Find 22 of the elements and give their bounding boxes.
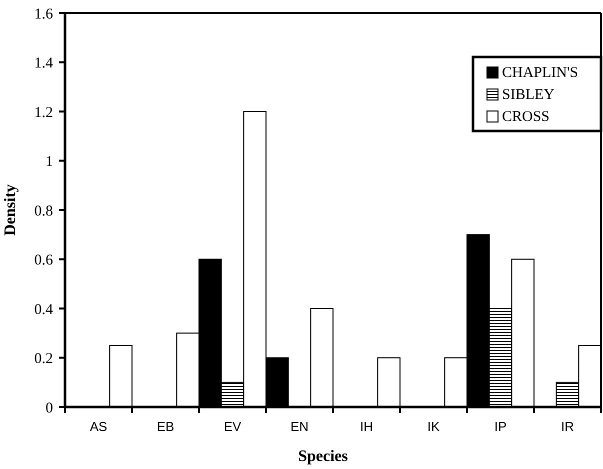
x-tick-label: EN [290, 419, 309, 434]
legend-label: SIBLEY [502, 87, 555, 103]
y-tick-label: 1.6 [34, 6, 54, 22]
y-tick-label: 1.4 [34, 56, 54, 72]
y-tick-label: 0 [46, 400, 53, 416]
y-tick-label: 0.6 [34, 252, 54, 268]
x-tick-label: EB [156, 419, 174, 434]
y-tick-label: 0.4 [34, 302, 54, 318]
y-tick-label: 1 [46, 154, 53, 170]
y-axis-title: Density [2, 184, 19, 236]
x-axis-title: Species [298, 448, 348, 465]
x-tick-label: IK [427, 419, 440, 434]
x-tick-label: EV [224, 419, 242, 434]
legend-label: CHAPLIN'S [502, 65, 578, 81]
y-tick-label: 0.8 [34, 203, 53, 220]
x-tick-label: IH [360, 419, 373, 434]
y-tick-label: 1.2 [34, 104, 53, 121]
x-tick-label: IP [494, 419, 507, 434]
y-tick-label: 0.2 [34, 351, 53, 367]
x-tick-label: IR [561, 419, 574, 434]
x-tick-label: AS [90, 419, 108, 434]
legend-label: CROSS [502, 109, 550, 125]
